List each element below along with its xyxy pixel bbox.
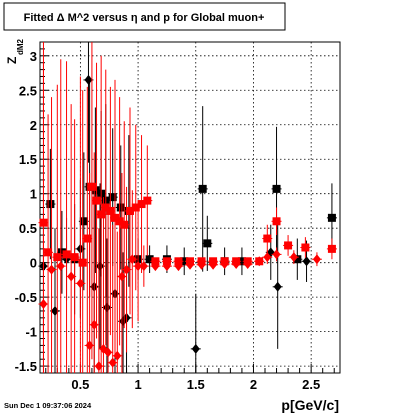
data-point-square-2-17 xyxy=(137,200,146,209)
data-point-square-2-33 xyxy=(327,244,336,253)
data-point-diamond-1-13 xyxy=(273,281,282,292)
data-point-square-2-4 xyxy=(70,253,79,262)
y-tick-label-2: -0.5 xyxy=(15,290,37,305)
x-tick-label-2: 1.5 xyxy=(187,377,205,392)
data-point-square-2-3 xyxy=(62,250,71,259)
data-point-square-0-18 xyxy=(237,257,246,266)
data-point-diamond-3-4 xyxy=(76,278,85,289)
y-axis-title-main: Z xyxy=(5,57,19,64)
data-point-diamond-3-21 xyxy=(197,259,206,270)
data-points xyxy=(38,42,337,373)
data-point-diamond-3-27 xyxy=(263,252,272,263)
x-tick-label-1: 1 xyxy=(134,377,141,392)
data-point-diamond-3-22 xyxy=(209,259,218,270)
data-point-diamond-1-7 xyxy=(102,302,111,313)
data-point-diamond-3-24 xyxy=(232,259,241,270)
y-axis-title-sub: dM2 xyxy=(16,38,25,55)
y-tick-label-5: 1 xyxy=(30,187,37,202)
data-point-square-2-29 xyxy=(263,234,272,243)
data-point-diamond-3-13 xyxy=(122,264,131,275)
data-point-diamond-3-17 xyxy=(151,261,160,272)
data-point-diamond-3-29 xyxy=(289,252,298,263)
data-point-square-2-11 xyxy=(106,206,115,215)
x-tick-label-3: 2 xyxy=(250,377,257,392)
data-point-diamond-3-10 xyxy=(108,357,117,368)
data-point-diamond-3-28 xyxy=(272,249,281,260)
data-point-square-2-9 xyxy=(97,210,106,219)
data-point-diamond-3-30 xyxy=(312,254,321,265)
y-tick-label-4: 0.5 xyxy=(19,221,37,236)
data-point-square-0-21 xyxy=(327,213,336,222)
data-point-square-0-8 xyxy=(108,193,117,202)
y-tick-label-8: 2.5 xyxy=(19,83,37,98)
data-point-square-0-9 xyxy=(116,203,125,212)
data-point-diamond-1-4 xyxy=(84,74,93,85)
data-point-square-2-30 xyxy=(272,217,281,226)
data-point-square-2-10 xyxy=(101,203,110,212)
series-3 xyxy=(38,59,322,373)
data-point-square-2-8 xyxy=(92,196,101,205)
data-point-diamond-3-6 xyxy=(90,319,99,330)
data-point-diamond-3-2 xyxy=(56,261,65,272)
data-point-square-0-15 xyxy=(198,184,207,193)
data-point-diamond-3-9 xyxy=(104,347,113,358)
y-tick-label-9: 3 xyxy=(30,49,37,64)
data-point-square-2-31 xyxy=(284,241,293,250)
data-point-square-0-16 xyxy=(203,239,212,248)
data-point-square-2-12 xyxy=(111,213,119,222)
data-point-square-0-20 xyxy=(293,255,302,264)
data-point-diamond-1-14 xyxy=(302,256,311,267)
y-tick-label-6: 1.5 xyxy=(19,152,37,167)
data-point-square-2-13 xyxy=(115,217,124,226)
y-tick-label-3: 0 xyxy=(30,256,37,271)
data-point-diamond-3-0 xyxy=(39,299,48,310)
y-tick-label-1: -1 xyxy=(25,325,37,340)
x-tick-label-4: 2.5 xyxy=(302,377,320,392)
x-tick-label-0: 0.5 xyxy=(71,377,89,392)
data-point-square-2-32 xyxy=(301,243,310,252)
data-point-diamond-3-18 xyxy=(162,261,171,272)
data-point-square-0-3 xyxy=(79,217,88,226)
data-point-diamond-3-14 xyxy=(128,254,137,265)
data-point-square-2-14 xyxy=(120,220,129,229)
x-axis-title: p[GeV/c] xyxy=(281,397,339,413)
data-point-diamond-3-20 xyxy=(186,259,194,270)
data-point-diamond-3-1 xyxy=(47,264,56,275)
data-point-diamond-3-11 xyxy=(113,350,122,361)
data-point-diamond-3-26 xyxy=(255,256,264,267)
y-axis-title: Z dM2 xyxy=(5,38,25,64)
data-point-square-2-7 xyxy=(87,182,96,191)
data-point-square-2-6 xyxy=(83,234,92,243)
data-point-diamond-3-25 xyxy=(243,259,252,270)
y-tick-label-0: -1.5 xyxy=(15,359,37,374)
data-point-diamond-3-5 xyxy=(85,340,94,351)
data-point-diamond-3-12 xyxy=(117,271,126,282)
data-point-square-0-19 xyxy=(272,184,281,193)
data-point-square-2-2 xyxy=(53,253,62,262)
data-point-square-0-0 xyxy=(46,200,55,209)
footer-timestamp: Sun Dec 1 09:37:06 2024 xyxy=(4,401,92,410)
data-point-square-2-18 xyxy=(143,196,152,205)
chart-title: Fitted Δ M^2 versus η and p for Global m… xyxy=(24,12,265,24)
data-point-diamond-1-6 xyxy=(96,261,104,272)
data-point-square-0-1 xyxy=(57,248,66,257)
data-point-diamond-3-19 xyxy=(174,261,183,272)
data-point-square-0-14 xyxy=(180,257,189,266)
data-point-diamond-3-23 xyxy=(220,259,229,270)
data-point-diamond-3-3 xyxy=(67,271,76,282)
data-point-diamond-3-15 xyxy=(134,261,143,272)
data-point-diamond-1-11 xyxy=(191,343,200,354)
data-point-diamond-3-16 xyxy=(139,261,148,272)
data-point-square-0-12 xyxy=(145,255,154,264)
data-point-square-2-15 xyxy=(126,206,134,215)
data-point-diamond-3-7 xyxy=(94,361,103,372)
data-point-square-2-1 xyxy=(44,248,53,257)
y-tick-label-7: 2 xyxy=(30,118,37,133)
data-point-square-2-16 xyxy=(131,203,140,212)
data-point-square-2-5 xyxy=(78,258,87,267)
title-box xyxy=(3,2,286,31)
